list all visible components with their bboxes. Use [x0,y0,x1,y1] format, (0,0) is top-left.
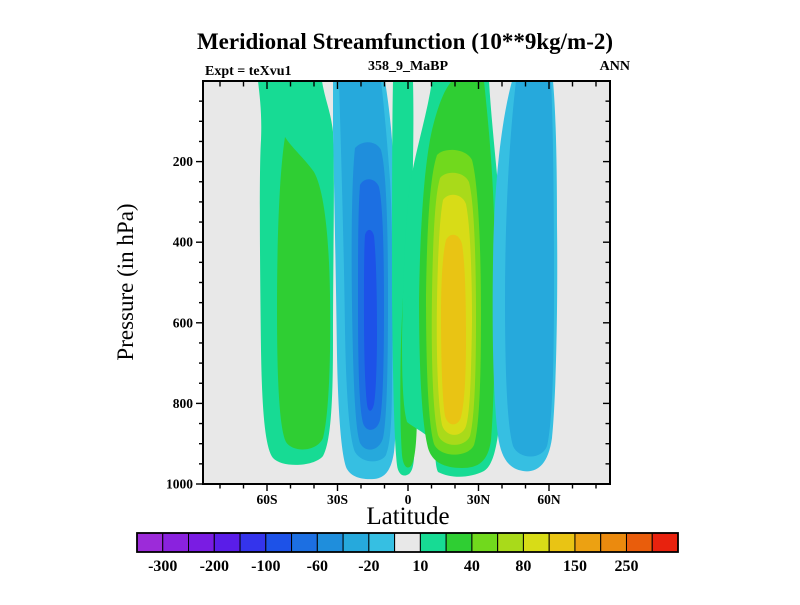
x-tick-label: 30S [327,492,348,507]
colorbar-segment-7 [316,532,344,553]
x-axis-title: Latitude [366,503,449,530]
colorbar-segment-12 [445,532,473,553]
colorbar [136,532,679,553]
colorbar-segment-4 [239,532,267,553]
colorbar-tick-label: 150 [563,558,587,575]
colorbar-segment-16 [548,532,576,553]
x-tick-label: 30N [467,492,491,507]
colorbar-segment-10 [394,532,421,553]
x-axis-tick-labels: 60S 30S 0 30N 60N [256,492,560,507]
y-tick-label: 400 [173,235,194,250]
colorbar-tick-label: 250 [614,558,638,575]
x-tick-label: 60N [537,492,561,507]
season-label: ANN [600,59,630,74]
colorbar-segment-14 [497,532,524,553]
colorbar-frame [136,532,679,553]
x-tick-label: 60S [256,492,277,507]
colorbar-tick-label: -60 [307,558,328,575]
colorbar-segment-20 [651,532,679,553]
y-axis-title: Pressure (in hPa) [113,203,138,360]
x-axis-ticks [219,82,597,491]
colorbar-segment-11 [419,532,447,553]
contour-nh-hadley-100-150 [441,234,466,425]
y-axis-tick-labels: 200 400 600 800 1000 [166,154,193,491]
x-tick-label: 0 [405,492,412,507]
colorbar-tick-label: 10 [412,558,428,575]
colorbar-tick-label: 80 [515,558,531,575]
colorbar-segment-9 [368,532,396,553]
y-axis-ticks [196,100,610,485]
colorbar-segment-0 [136,532,164,553]
contour-nh-ferrel-m40-m20 [505,81,554,457]
colorbar-segment-5 [265,532,293,553]
y-tick-label: 600 [173,315,194,330]
experiment-label: Expt = teXvu1 [205,64,292,79]
colorbar-segment-2 [188,532,215,553]
colorbar-tick-label: 40 [464,558,480,575]
colorbar-labels: -300 -200 -100 -60 -20 10 40 80 150 250 [148,558,638,575]
y-tick-label: 200 [173,154,194,169]
colorbar-segment-17 [574,532,602,553]
run-id-label: 358_9_MaBP [368,59,449,74]
colorbar-tick-label: -20 [358,558,379,575]
colorbar-tick-label: -200 [200,558,229,575]
contour-notch-10-20 [404,296,417,311]
colorbar-segment-15 [522,532,550,553]
colorbar-tick-label: -300 [148,558,177,575]
plot-title: Meridional Streamfunction (10**9kg/m-2) [197,29,613,54]
colorbar-tick-label: -100 [251,558,280,575]
y-tick-label: 1000 [166,477,193,492]
colorbar-segment-1 [162,532,190,553]
contour-sh-hadley-m100-m80 [364,229,377,411]
contour-sh-ferrel-20-40 [277,137,331,450]
colorbar-segment-6 [291,532,318,553]
colorbar-segment-13 [471,532,499,553]
contour-field [258,81,558,480]
colorbar-segment-3 [213,532,241,553]
y-tick-label: 800 [173,396,194,411]
colorbar-segment-19 [625,532,653,553]
colorbar-segment-8 [342,532,370,553]
colorbar-segment-18 [600,532,627,553]
